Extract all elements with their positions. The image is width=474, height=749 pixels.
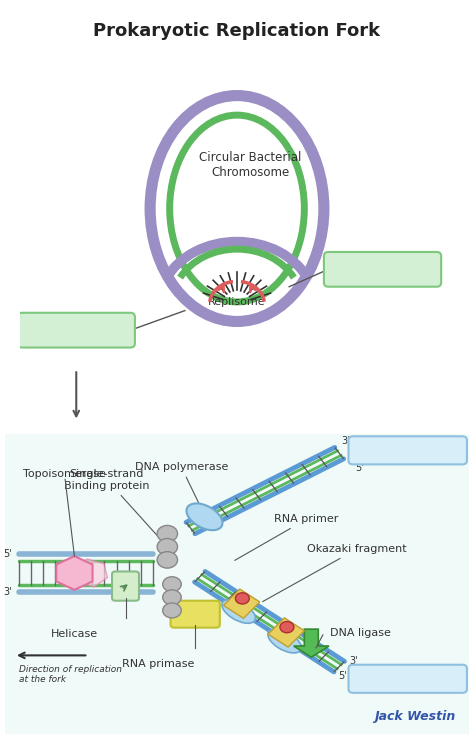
FancyBboxPatch shape — [348, 436, 467, 464]
Text: DNA ligase: DNA ligase — [330, 628, 391, 638]
FancyBboxPatch shape — [171, 601, 220, 628]
Text: DNA polymerase: DNA polymerase — [135, 462, 228, 512]
Circle shape — [280, 622, 294, 633]
Text: 3': 3' — [349, 656, 358, 667]
Text: Direction of replication
at the fork: Direction of replication at the fork — [18, 665, 122, 684]
Text: Topoisomerase: Topoisomerase — [23, 470, 106, 479]
Circle shape — [163, 590, 181, 605]
FancyBboxPatch shape — [0, 431, 474, 738]
Text: RNA primase: RNA primase — [122, 659, 194, 669]
Polygon shape — [224, 589, 260, 619]
Polygon shape — [294, 629, 329, 658]
Polygon shape — [268, 618, 304, 647]
Ellipse shape — [268, 629, 301, 653]
Text: Lagging Strand: Lagging Strand — [362, 674, 453, 684]
Text: Jack Westin: Jack Westin — [374, 710, 456, 723]
FancyBboxPatch shape — [348, 665, 467, 693]
Text: Circular Bacterial
Chromosome: Circular Bacterial Chromosome — [199, 151, 301, 179]
Text: replication fork: replication fork — [31, 325, 122, 335]
Circle shape — [157, 539, 178, 555]
FancyBboxPatch shape — [112, 571, 139, 601]
Text: RNA primer: RNA primer — [235, 515, 338, 560]
Text: 5': 5' — [338, 670, 347, 681]
Text: Okazaki fragment: Okazaki fragment — [263, 545, 406, 601]
Text: 3': 3' — [342, 436, 350, 446]
Circle shape — [163, 603, 181, 618]
Text: 5': 5' — [3, 549, 12, 560]
Text: Replisome: Replisome — [208, 297, 266, 307]
Text: replication fork: replication fork — [337, 264, 428, 274]
Text: Single-strand
Binding protein: Single-strand Binding protein — [64, 469, 165, 545]
Ellipse shape — [222, 599, 255, 623]
Ellipse shape — [186, 503, 222, 530]
Circle shape — [163, 577, 181, 592]
Text: 3': 3' — [3, 586, 12, 597]
Text: Leading Strand: Leading Strand — [363, 446, 453, 455]
FancyBboxPatch shape — [18, 313, 135, 348]
Circle shape — [157, 526, 178, 542]
FancyBboxPatch shape — [324, 252, 441, 287]
Text: Helicase: Helicase — [51, 629, 98, 639]
Text: 5': 5' — [355, 463, 364, 473]
Text: Prokaryotic Replication Fork: Prokaryotic Replication Fork — [93, 22, 381, 40]
Circle shape — [157, 551, 178, 568]
Circle shape — [236, 592, 249, 604]
